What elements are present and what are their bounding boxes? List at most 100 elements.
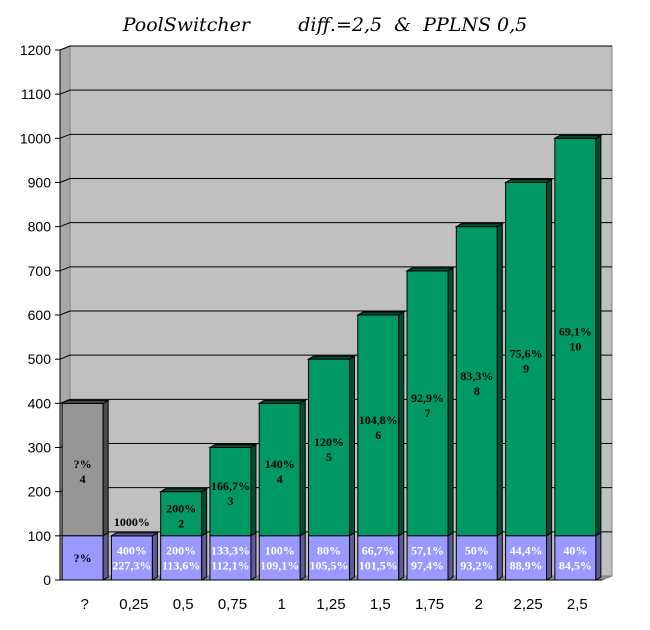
base-bar-1-side <box>102 531 109 581</box>
bar-4-side <box>250 443 257 537</box>
base-value-label: 101,5% <box>359 558 398 572</box>
base-value-label: 93,2% <box>460 558 493 572</box>
base-bar-3-side <box>201 531 208 581</box>
bar-1 <box>60 399 110 537</box>
gridline <box>59 178 612 183</box>
y-tick-label: 1000 <box>20 130 51 146</box>
base-value-label: 66,7% <box>362 543 395 557</box>
base-value-label: 113,6% <box>162 558 200 572</box>
base-bar-7 <box>357 531 405 581</box>
base-bar-5 <box>258 531 306 581</box>
bar-5 <box>257 399 308 537</box>
bar-6-front <box>308 358 350 537</box>
base-value-label: 100% <box>265 543 295 557</box>
x-tick-label: 0,5 <box>173 596 194 613</box>
bar-10-top <box>503 179 554 183</box>
bar-3-top <box>158 488 209 493</box>
bar-value-label: 7 <box>425 406 431 420</box>
base-value-label: 109,1% <box>260 558 299 572</box>
bar-value-label: 6 <box>375 428 381 442</box>
bar-value-label: 9 <box>523 362 529 376</box>
bar-value-label: ?% <box>74 457 92 471</box>
base-value-label: 105,5% <box>310 558 349 572</box>
base-bar-6-side <box>349 531 355 581</box>
bar-value-label: 4 <box>80 472 86 486</box>
bar-5-front <box>258 402 301 537</box>
bar-value-label: 8 <box>474 384 480 398</box>
x-tick-label: 1,25 <box>316 596 345 613</box>
base-value-label: 80% <box>317 543 341 557</box>
base-bar-1 <box>61 531 109 581</box>
x-tick-label: 0,25 <box>119 596 148 613</box>
bar-value-label: 69,1% <box>559 325 592 339</box>
base-bar-11-side <box>595 531 602 581</box>
base-bar-2-top <box>109 532 160 537</box>
bar-9-front <box>455 226 498 537</box>
bar-11-top <box>553 134 603 139</box>
bar-7-front <box>357 314 400 537</box>
y-tick-label: 500 <box>28 351 52 367</box>
base-bar-2-side <box>151 531 158 581</box>
base-bar-4-front <box>209 535 252 581</box>
base-bar-8 <box>406 531 454 581</box>
bar-8-side <box>447 266 454 537</box>
gridline <box>59 266 612 272</box>
base-bar-7-side <box>398 531 405 581</box>
base-value-label: 400% <box>117 543 147 557</box>
bar-3 <box>158 487 209 537</box>
base-value-label: 200% <box>166 543 196 557</box>
bar-value-label: 1000% <box>114 515 150 529</box>
base-value-label: 97,4% <box>411 558 444 572</box>
bar-5-side <box>299 399 306 537</box>
bar-1-top <box>60 399 110 404</box>
bar-value-label: 5 <box>326 450 332 464</box>
data-labels: ?%4?%1000%400%227,3%200%2200%113,6%166,7… <box>74 325 592 573</box>
base-bar-10 <box>505 531 553 581</box>
bar-7 <box>355 311 406 537</box>
bar-value-label: 75,6% <box>510 347 543 361</box>
base-value-label: 133,3% <box>211 543 250 557</box>
bar-11 <box>553 134 603 537</box>
bar-value-label: 83,3% <box>460 369 493 383</box>
bar-9 <box>454 222 505 537</box>
bars <box>60 134 603 581</box>
x-tick-label: 1,5 <box>370 596 391 613</box>
base-bar-2-front <box>110 535 153 581</box>
bar-10-side <box>546 178 553 537</box>
bar-value-label: 166,7% <box>211 479 250 493</box>
bar-8-front <box>406 270 449 537</box>
base-bar-8-side <box>447 531 454 581</box>
y-tick-label: 1100 <box>21 86 51 102</box>
axes: 0100200300400500600700800900100011001200… <box>20 42 602 613</box>
chart-title: PoolSwitcher diff.=2,5 & PPLNS 0,5 <box>122 14 528 36</box>
bar-9-side <box>496 222 503 537</box>
bar-6-top <box>306 355 357 360</box>
base-bar-6 <box>308 531 355 581</box>
y-tick-label: 900 <box>28 175 52 191</box>
base-value-label: 112,1% <box>211 558 249 572</box>
y-tick-label: 700 <box>28 263 52 279</box>
bar-7-top <box>355 311 406 316</box>
base-bar-5-side <box>299 531 306 581</box>
bar-value-label: 120% <box>314 435 344 449</box>
gridline <box>59 222 612 228</box>
base-value-label: 50% <box>465 543 489 557</box>
base-bar-3-front <box>160 535 203 581</box>
base-bar-4 <box>209 531 257 581</box>
base-bar-9 <box>455 531 503 581</box>
bar-value-label: 92,9% <box>411 391 444 405</box>
base-bar-9-front <box>455 535 498 581</box>
x-tick-label: 2 <box>475 596 483 613</box>
base-bar-10-side <box>546 531 553 581</box>
bar-1-front <box>61 402 104 537</box>
x-tick-label: 1,75 <box>415 596 444 613</box>
y-tick-label: 800 <box>28 219 52 235</box>
bar-value-label: 200% <box>166 501 196 515</box>
bar-value-label: 2 <box>178 516 184 530</box>
gridline <box>59 89 612 95</box>
base-value-label: 227,3% <box>112 558 151 572</box>
base-bar-5-front <box>258 535 301 581</box>
bar-6-side <box>349 355 355 537</box>
bar-11-side <box>595 134 602 537</box>
